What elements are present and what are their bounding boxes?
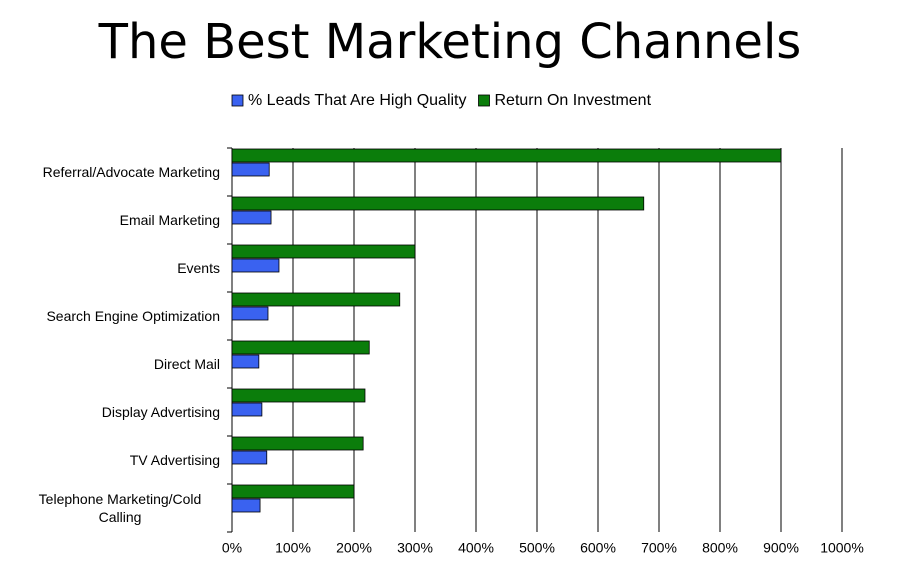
x-tick-label: 600% — [580, 540, 616, 556]
bar — [231, 402, 263, 417]
y-tick-label: Direct Mail — [20, 342, 220, 386]
x-tick-label: 1000% — [820, 540, 864, 556]
y-tick-label: Email Marketing — [20, 198, 220, 242]
bar — [231, 450, 268, 465]
category-text: Display Advertising — [101, 404, 220, 420]
bar — [231, 340, 370, 355]
x-tick-label: 800% — [702, 540, 738, 556]
bar — [231, 436, 364, 451]
category-text: Telephone Marketing/Cold Calling — [38, 491, 202, 525]
bar — [231, 484, 355, 499]
legend-label: % Leads That Are High Quality — [248, 92, 467, 109]
y-tick-label: Events — [20, 246, 220, 290]
category-text: Direct Mail — [153, 356, 220, 372]
bar — [231, 210, 272, 225]
bar — [231, 354, 260, 369]
y-tick-label: Referral/Advocate Marketing — [20, 150, 220, 194]
bar — [231, 292, 401, 307]
legend-swatch — [231, 94, 244, 107]
bar — [231, 148, 782, 163]
category-text: Email Marketing — [119, 212, 220, 228]
x-tick-label: 500% — [519, 540, 555, 556]
x-tick-label: 300% — [397, 540, 433, 556]
bar — [231, 196, 645, 211]
bar — [231, 244, 416, 259]
legend-swatch — [478, 94, 490, 107]
x-tick-label: 200% — [336, 540, 372, 556]
bar — [231, 388, 366, 403]
legend-label: Return On Investment — [495, 92, 652, 109]
y-tick-label: TV Advertising — [20, 438, 220, 482]
x-tick-label: 400% — [458, 540, 494, 556]
category-text: Referral/Advocate Marketing — [42, 164, 220, 180]
bar — [231, 306, 269, 321]
y-tick-label: Telephone Marketing/Cold Calling — [20, 486, 220, 530]
bar — [231, 162, 270, 177]
x-tick-label: 100% — [275, 540, 311, 556]
category-text: Search Engine Optimization — [46, 308, 220, 324]
bar — [231, 258, 280, 273]
x-tick-label: 900% — [763, 540, 799, 556]
x-tick-label: 700% — [641, 540, 677, 556]
category-text: TV Advertising — [129, 452, 220, 468]
x-tick-label: 0% — [222, 540, 242, 556]
chart-title: The Best Marketing Channels — [98, 14, 802, 70]
y-tick-label: Search Engine Optimization — [20, 294, 220, 338]
bar — [231, 498, 261, 513]
y-tick-label: Display Advertising — [20, 390, 220, 434]
category-text: Events — [177, 260, 220, 276]
